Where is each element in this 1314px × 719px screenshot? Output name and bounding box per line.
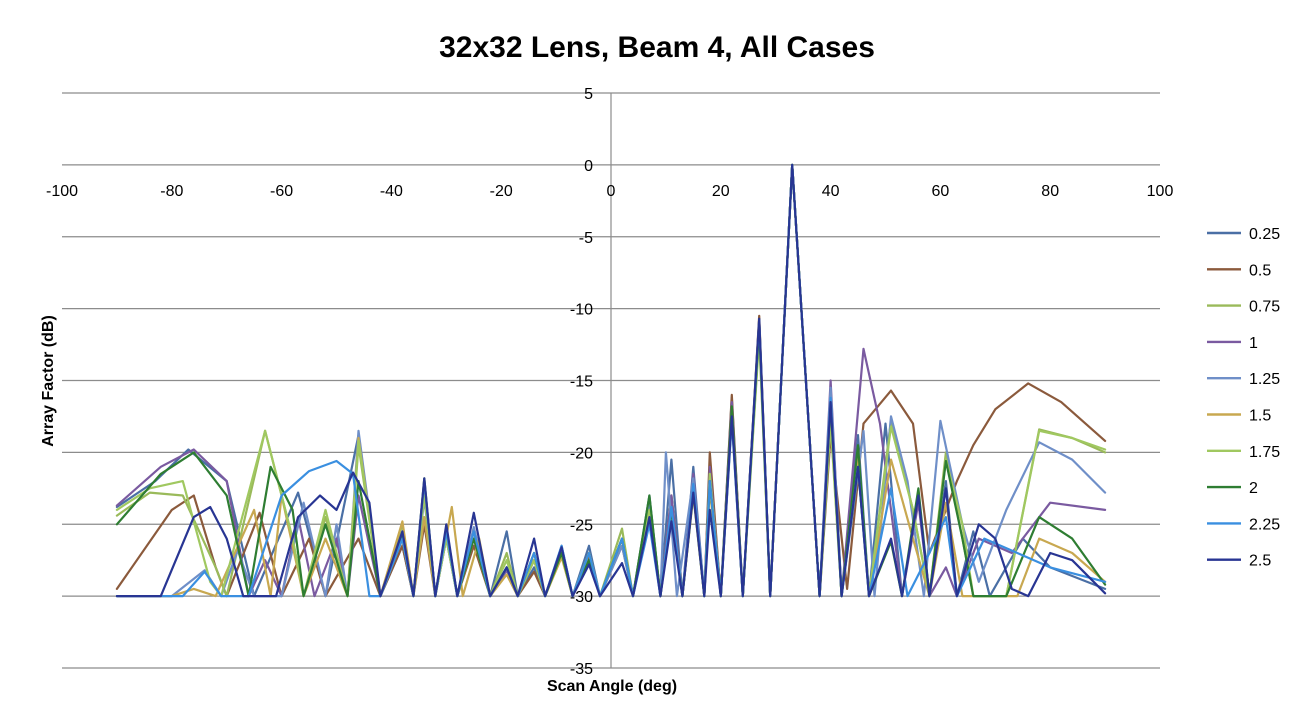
y-tick-label: -15: [570, 374, 593, 391]
x-tick-label: -60: [270, 183, 293, 200]
legend-item: 2.5: [1207, 553, 1271, 570]
series-line-1.25: [115, 163, 1107, 598]
legend-label: 2: [1249, 480, 1258, 497]
chart-title: 32x32 Lens, Beam 4, All Cases: [439, 31, 875, 64]
legend-item: 0.5: [1207, 262, 1271, 279]
y-tick-label: -30: [570, 589, 593, 606]
legend-label: 2.25: [1249, 516, 1280, 533]
x-axis-title: Scan Angle (deg): [547, 678, 677, 695]
y-tick-label: 5: [584, 86, 593, 103]
y-tick-label: -25: [570, 517, 593, 534]
x-tick-label: -40: [380, 183, 403, 200]
legend: 0.25 0.5 0.75 1 1.25 1.5 1.75 2 2.25 2.5: [1207, 226, 1280, 570]
x-tick-label: -80: [160, 183, 183, 200]
legend-label: 1.75: [1249, 444, 1280, 461]
legend-label: 0.25: [1249, 226, 1280, 243]
x-tick-label: 100: [1147, 183, 1174, 200]
legend-label: 1.25: [1249, 371, 1280, 388]
legend-label: 0.75: [1249, 299, 1280, 316]
x-tick-label: -20: [490, 183, 513, 200]
x-tick-label: 20: [712, 183, 730, 200]
x-tick-label: 60: [932, 183, 950, 200]
legend-label: 0.5: [1249, 262, 1271, 279]
tick-labels: -100 -80 -60 -40 -20 0 20 40 60 80 100 5 0 -5 -10 -15 -2…: [46, 86, 1173, 678]
legend-item: 1.25: [1207, 371, 1280, 388]
y-tick-label: -5: [579, 230, 593, 247]
legend-item: 0.75: [1207, 299, 1280, 316]
x-tick-label: 80: [1041, 183, 1059, 200]
legend-item: 1.75: [1207, 444, 1280, 461]
y-tick-label: 0: [584, 158, 593, 175]
y-axis-title: Array Factor (dB): [40, 315, 57, 447]
legend-item: 0.25: [1207, 226, 1280, 243]
series-line-2.5: [115, 163, 1107, 598]
x-tick-label: 40: [822, 183, 840, 200]
legend-label: 2.5: [1249, 553, 1271, 570]
y-tick-label: -20: [570, 445, 593, 462]
legend-label: 1: [1249, 335, 1258, 352]
y-tick-label: -35: [570, 661, 593, 678]
x-tick-label: -100: [46, 183, 78, 200]
legend-item: 1.5: [1207, 408, 1271, 425]
legend-item: 1: [1207, 335, 1258, 352]
x-tick-label: 0: [607, 183, 616, 200]
y-tick-label: -10: [570, 302, 593, 319]
legend-item: 2.25: [1207, 516, 1280, 533]
legend-label: 1.5: [1249, 408, 1271, 425]
legend-item: 2: [1207, 480, 1258, 497]
series-lines: [115, 163, 1107, 598]
